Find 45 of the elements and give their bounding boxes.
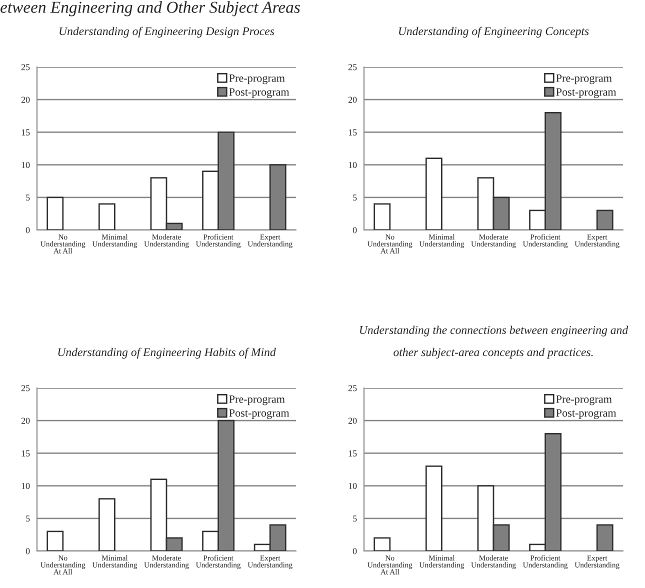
bar <box>46 530 64 551</box>
bar <box>46 196 64 230</box>
legend-label: Pre-program <box>556 396 612 406</box>
y-tick-label: 10 <box>348 162 357 168</box>
legend-label: Post-program <box>556 409 616 420</box>
y-tick-label: 0 <box>352 548 357 554</box>
legend-label: Pre-program <box>229 74 285 84</box>
y-tick-label: 20 <box>21 96 30 103</box>
legend-label: Post-program <box>229 88 290 98</box>
y-tick-label: 5 <box>353 194 357 201</box>
y-tick-label: 10 <box>22 162 30 168</box>
legend-label: Post-program <box>229 409 290 420</box>
y-tick-label: 20 <box>348 96 357 103</box>
y-tick-label: 25 <box>348 385 357 392</box>
bar <box>98 498 116 551</box>
chart-title: Understanding of Engineering Concepts <box>399 26 589 38</box>
y-tick-label: 5 <box>353 516 357 522</box>
chart-title: Understanding of Engineering Habits of Mind <box>58 348 276 359</box>
y-tick-label: 0 <box>26 227 30 234</box>
y-tick-label: 20 <box>348 418 357 424</box>
y-tick-label: 0 <box>352 227 357 234</box>
y-tick-label: 10 <box>22 482 30 490</box>
legend-label: Post-program <box>556 88 616 98</box>
chart-title: Understanding the connections between engineering and other subject-area concepts and practices. <box>360 326 628 359</box>
bar <box>425 466 442 551</box>
bar <box>374 537 391 551</box>
bar <box>98 203 116 230</box>
y-tick-label: 10 <box>348 482 357 490</box>
y-tick-label: 5 <box>26 516 30 522</box>
y-tick-label: 25 <box>21 64 30 70</box>
y-tick-label: 25 <box>21 385 30 392</box>
legend-label: Pre-program <box>229 396 285 406</box>
y-tick-label: 15 <box>348 129 357 136</box>
y-tick-label: 15 <box>22 450 30 456</box>
y-tick-label: 5 <box>26 194 30 201</box>
chart-title: Understanding of Engineering Design Proces <box>60 26 274 38</box>
y-tick-label: 15 <box>22 129 30 136</box>
bar <box>425 158 442 230</box>
legend-label: Pre-program <box>556 74 612 84</box>
bar <box>374 203 391 230</box>
y-tick-label: 0 <box>26 548 30 554</box>
y-tick-label: 15 <box>348 450 357 456</box>
y-tick-label: 25 <box>348 64 357 70</box>
text: etween Engineering and Other Subject Areas <box>0 1 300 16</box>
y-tick-label: 20 <box>21 418 30 424</box>
